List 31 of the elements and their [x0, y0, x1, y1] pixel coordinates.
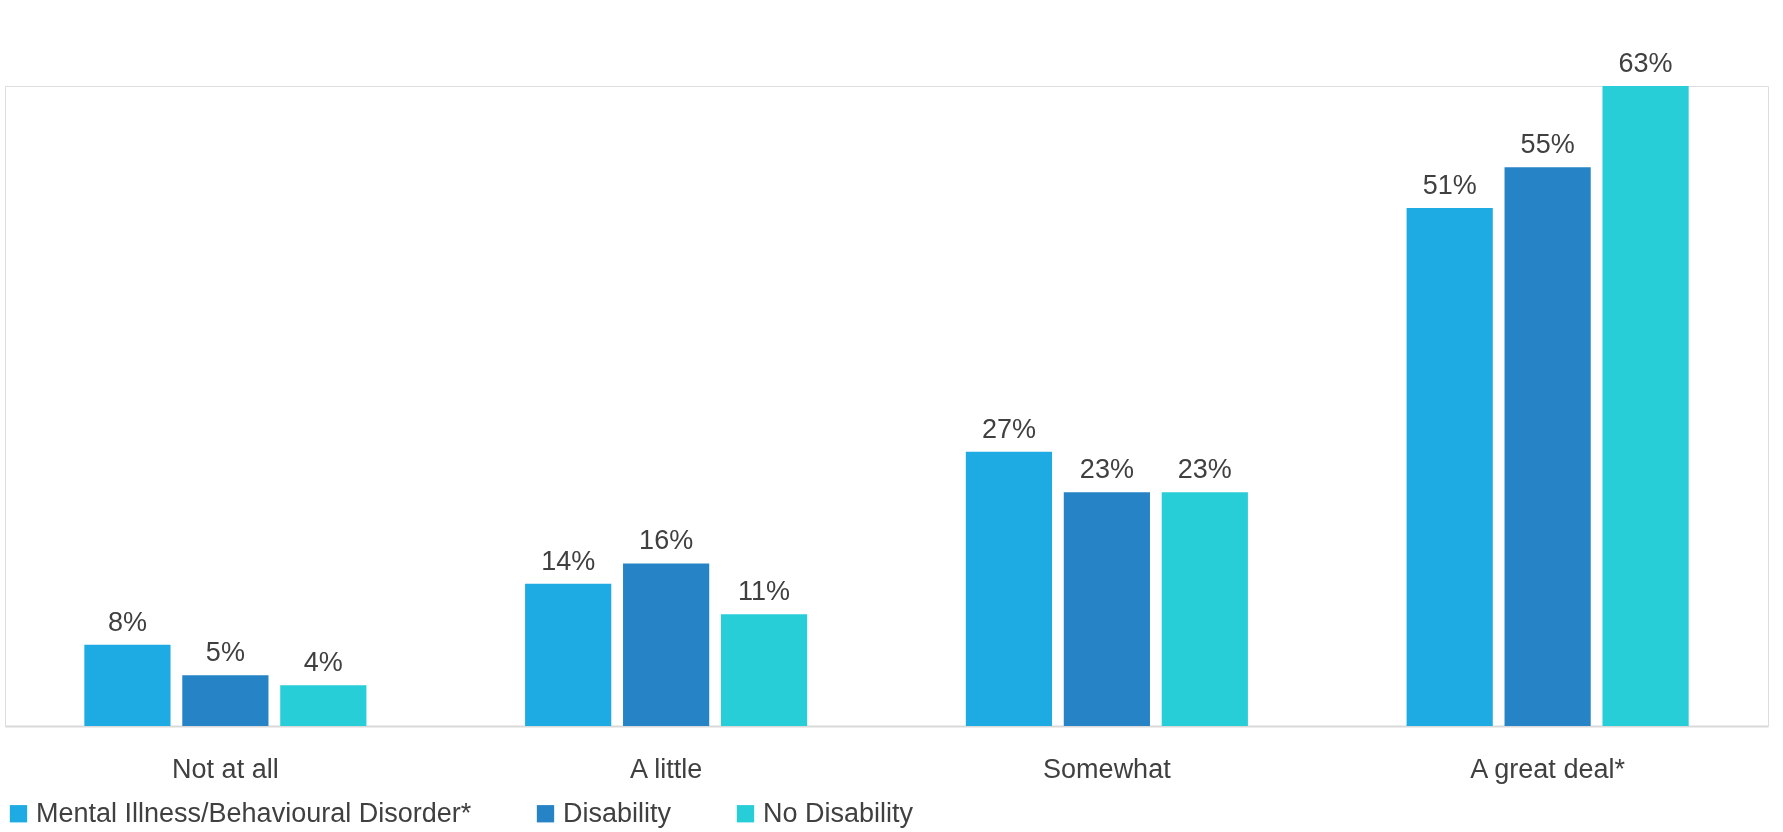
bar [1161, 492, 1248, 726]
data-label: 11% [738, 576, 791, 607]
bar [1063, 492, 1150, 726]
data-label: 23% [1177, 454, 1232, 485]
data-label: 27% [981, 413, 1036, 444]
data-label: 8% [107, 606, 147, 637]
data-label: 5% [205, 637, 245, 668]
x-tick-label: A great deal* [1470, 753, 1626, 784]
bar [965, 451, 1053, 726]
bar [623, 563, 710, 726]
data-label: 14% [541, 545, 596, 576]
bar [1504, 167, 1591, 726]
legend-label: No Disability [763, 797, 914, 828]
legend-label: Mental Illness/Behavioural Disorder* [36, 797, 472, 828]
x-tick-label: A little [630, 753, 703, 784]
data-label: 23% [1079, 454, 1134, 485]
bar [525, 583, 612, 726]
bar [720, 614, 808, 726]
bar [1602, 86, 1689, 726]
data-label: 55% [1520, 129, 1575, 160]
data-label: 16% [639, 525, 694, 556]
x-tick-label: Not at all [172, 753, 279, 784]
bar [280, 685, 367, 726]
legend-label: Disability [563, 797, 672, 828]
x-tick-label: Somewhat [1043, 753, 1172, 784]
bar [182, 675, 269, 726]
bar [1406, 207, 1493, 726]
bar [84, 644, 171, 726]
data-label: 51% [1422, 169, 1477, 200]
data-label: 4% [303, 647, 343, 678]
data-label: 63% [1618, 48, 1673, 78]
